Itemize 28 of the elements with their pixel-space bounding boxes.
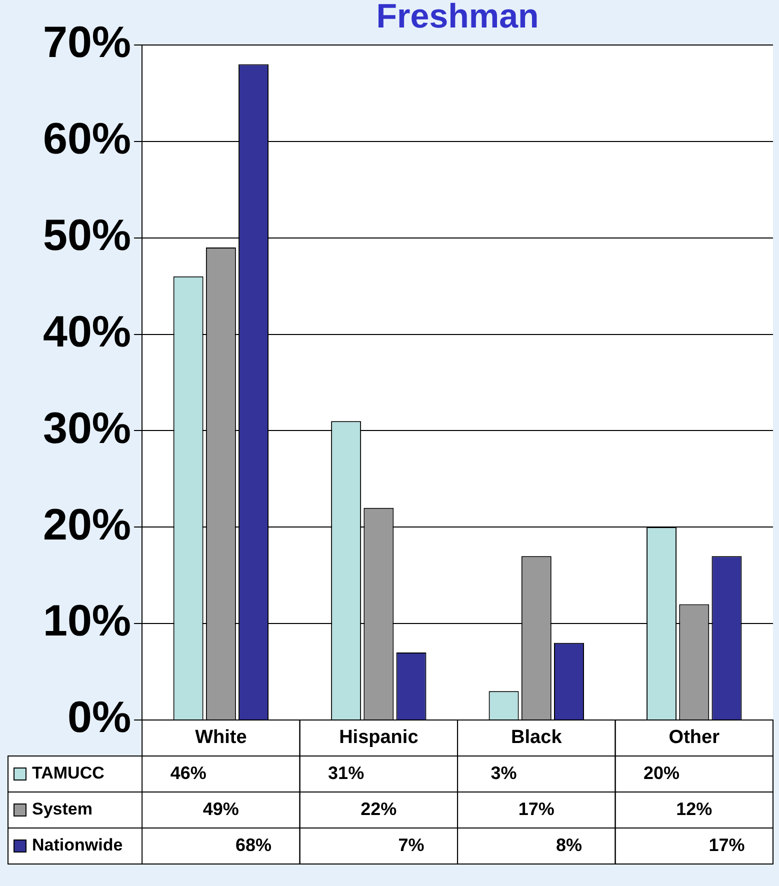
y-tick-label: 0% — [67, 693, 132, 742]
y-tick-label: 60% — [42, 114, 132, 164]
data-label: 3% — [490, 762, 517, 783]
y-tick-label: 50% — [42, 211, 132, 260]
y-tick-label: 30% — [42, 404, 132, 453]
legend-label: Nationwide — [32, 836, 123, 855]
data-label: 17% — [708, 834, 745, 855]
data-label: 31% — [328, 762, 364, 783]
data-label: 12% — [676, 798, 712, 819]
y-tick-label: 10% — [42, 596, 132, 646]
data-label: 20% — [644, 762, 680, 783]
y-tick-label: 40% — [42, 307, 132, 356]
x-tick-label: Black — [511, 727, 562, 748]
legend-label: System — [32, 800, 92, 819]
data-label: 17% — [518, 798, 554, 819]
data-label: 22% — [360, 798, 397, 819]
y-tick-label: 20% — [42, 500, 132, 550]
legend-label: TAMUCC — [32, 764, 104, 783]
x-tick-label: White — [195, 727, 247, 748]
x-tick-label: Hispanic — [339, 727, 419, 748]
data-label: 49% — [202, 798, 239, 819]
x-tick-label: Other — [668, 727, 720, 748]
chart-title: Freshman — [376, 0, 539, 36]
y-tick-label: 70% — [42, 18, 132, 68]
data-label: 7% — [398, 834, 424, 855]
data-label: 46% — [170, 762, 206, 783]
data-label: 8% — [556, 834, 582, 855]
data-label: 68% — [236, 834, 272, 855]
